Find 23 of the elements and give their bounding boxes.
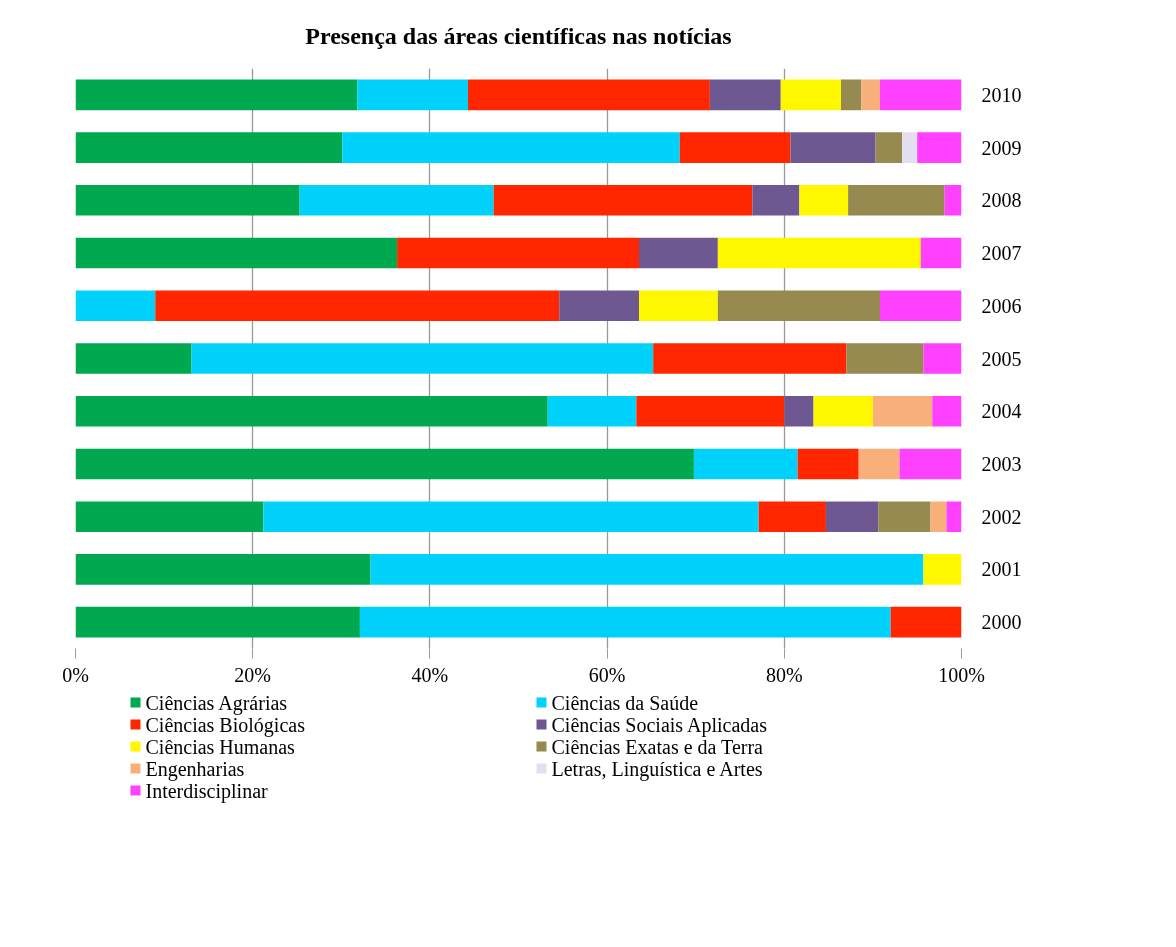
x-tick-label: 80% [765, 663, 803, 686]
legend-label: Engenharias [145, 757, 245, 781]
y-tick-label: 2001 [981, 558, 1022, 581]
y-tick-label: 2010 [981, 83, 1022, 106]
y-tick-label: 2006 [981, 294, 1022, 317]
chart-title: Presença das áreas científicas nas notícias [305, 22, 732, 49]
y-tick-label: 2004 [981, 400, 1022, 423]
x-tick-label: 60% [588, 663, 626, 686]
y-tick-label: 2005 [981, 347, 1022, 370]
legend-label: Letras, Linguística e Artes [551, 757, 763, 781]
legend-label: Ciências da Saúde [551, 691, 699, 714]
y-tick-label: 2003 [981, 452, 1022, 475]
y-tick-label: 2000 [981, 611, 1022, 634]
y-tick-label: 2009 [981, 136, 1022, 159]
x-tick-label: 100% [938, 663, 985, 686]
legend-label: Ciências Sociais Aplicadas [551, 713, 768, 737]
y-tick-label: 2008 [981, 189, 1022, 212]
legend-label: Ciências Agrárias [145, 691, 288, 715]
x-tick-label: 20% [234, 663, 272, 686]
y-tick-label: 2002 [981, 505, 1022, 528]
x-tick-label: 0% [62, 663, 89, 686]
y-tick-label: 2007 [981, 242, 1022, 265]
x-tick-label: 40% [411, 663, 449, 686]
